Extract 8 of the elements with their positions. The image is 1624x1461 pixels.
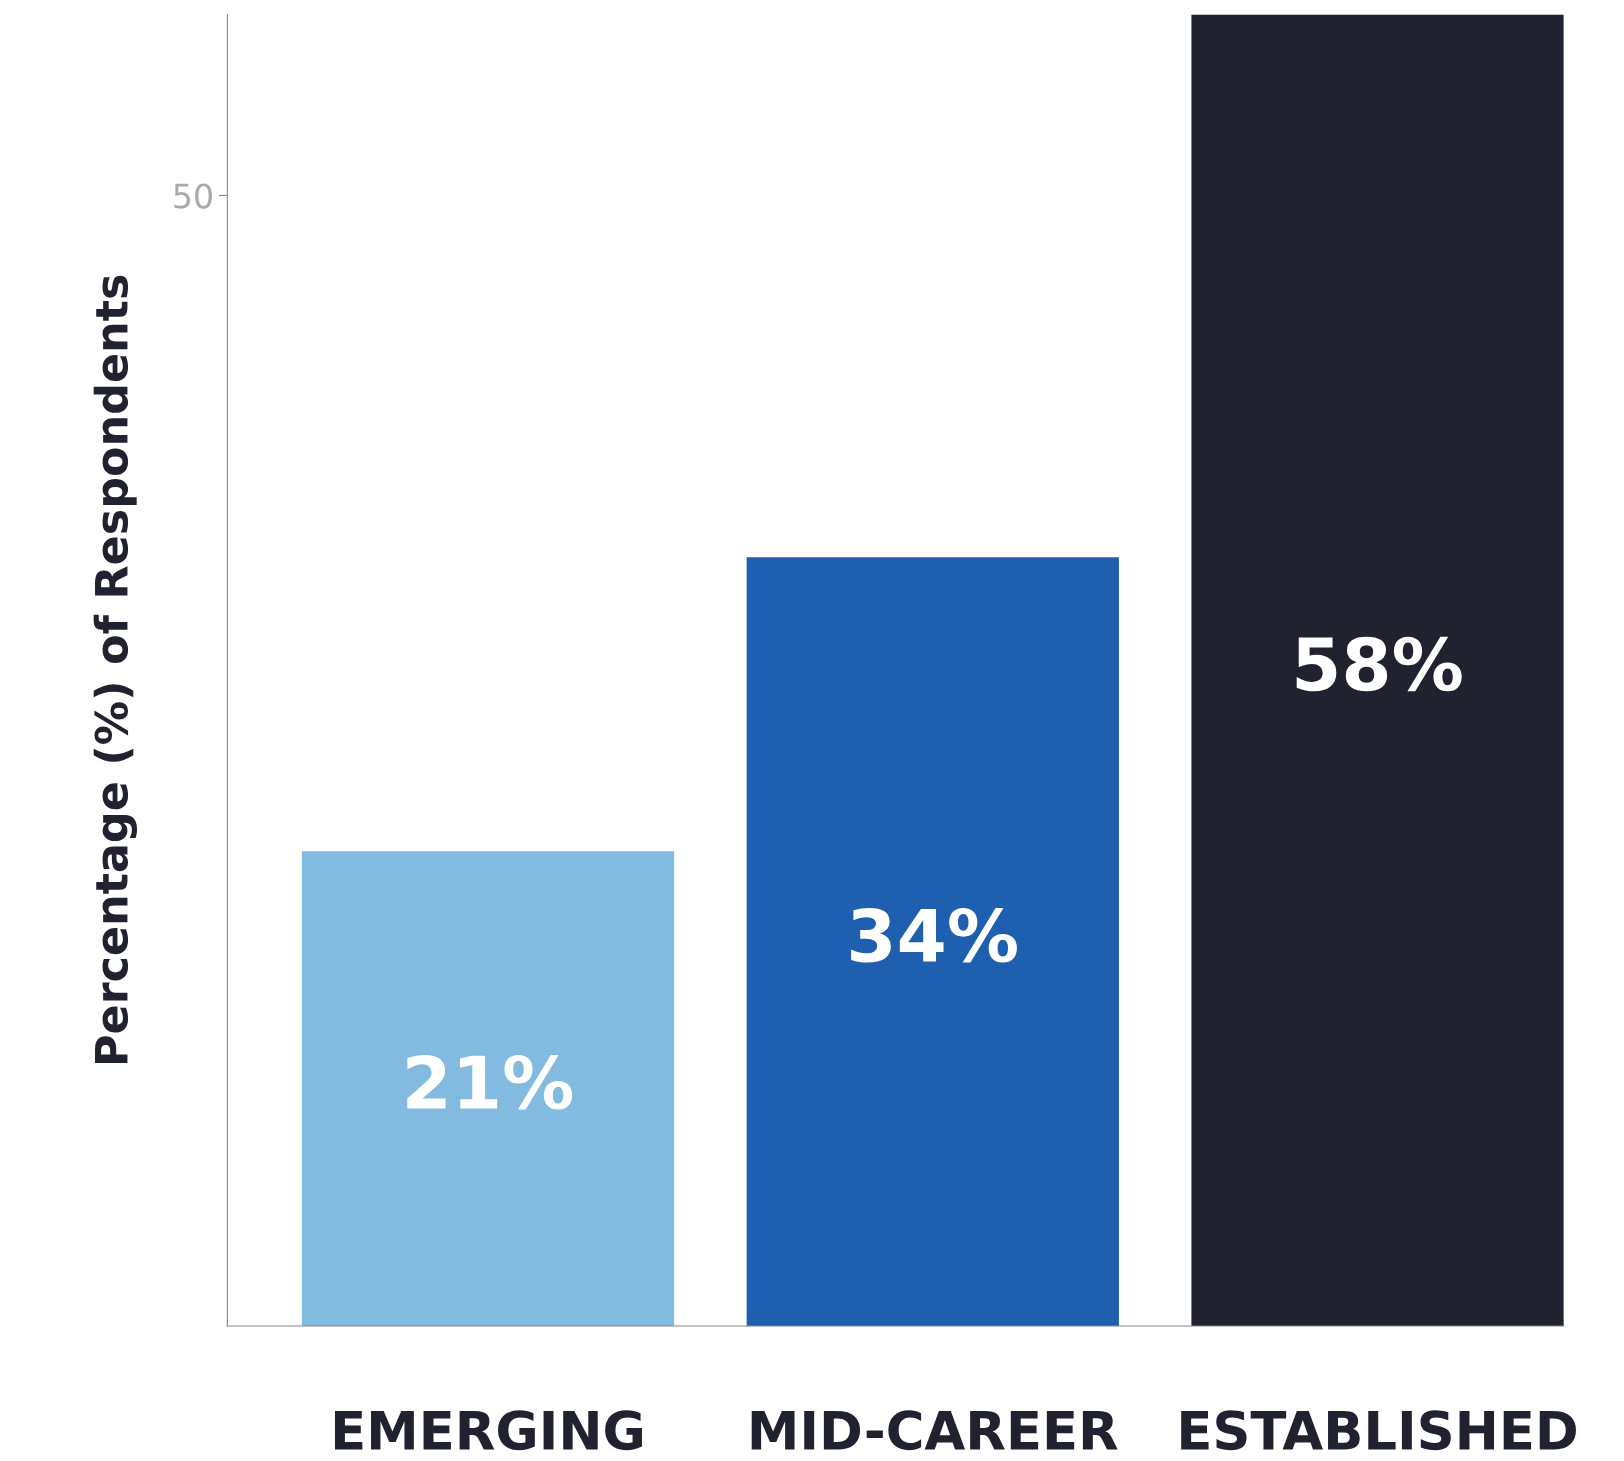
data-label: 58% [1296, 636, 1462, 692]
data-label: 21% [407, 1054, 573, 1110]
data-label: 34% [851, 907, 1017, 963]
x-tick-label: MID-CAREER [751, 1410, 1118, 1451]
x-tick-label: ESTABLISHED [1181, 1410, 1576, 1451]
y-tick-label: 50 [174, 183, 212, 209]
y-axis-title: Percentage (%) of Respondents [93, 275, 138, 1063]
x-tick-label: EMERGING [334, 1410, 642, 1451]
